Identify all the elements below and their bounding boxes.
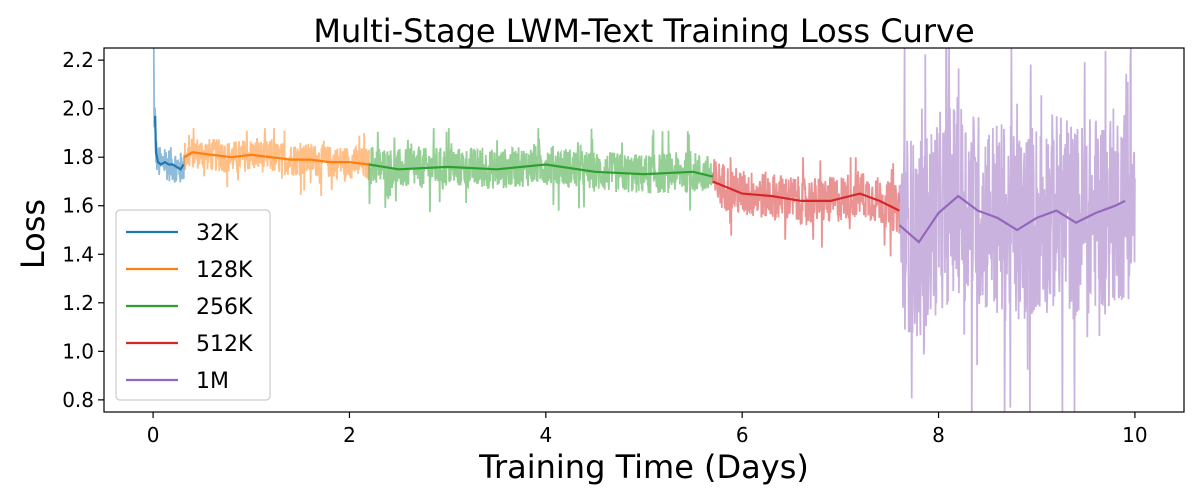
legend-label-128k: 128K bbox=[196, 258, 253, 283]
smoothed-line-1m bbox=[898, 194, 1126, 244]
y-tick-label: 1.8 bbox=[62, 145, 94, 169]
y-tick-label: 1.0 bbox=[62, 339, 94, 363]
y-tick-label: 2.0 bbox=[62, 97, 94, 121]
y-tick-label: 2.2 bbox=[62, 48, 94, 72]
x-tick-label: 8 bbox=[932, 423, 945, 447]
raw-line-512k bbox=[711, 157, 901, 257]
x-tick-label: 0 bbox=[147, 423, 160, 447]
raw-line-1m bbox=[898, 48, 1136, 412]
legend: 32K 128K 256K 512K 1M bbox=[115, 209, 271, 401]
legend-label-1m: 1M bbox=[196, 369, 229, 394]
x-tick-label: 6 bbox=[736, 423, 749, 447]
legend-label-512k: 512K bbox=[196, 332, 253, 357]
legend-label-256k: 256K bbox=[196, 295, 253, 320]
x-axis-title: Training Time (Days) bbox=[478, 448, 809, 486]
smoothed-line-256k bbox=[368, 163, 713, 178]
smoothed-line-32k bbox=[154, 115, 185, 171]
x-tick-label: 2 bbox=[343, 423, 356, 447]
y-tick-label: 1.2 bbox=[62, 291, 94, 315]
plot-frame bbox=[103, 47, 1185, 413]
y-tick-label: 1.4 bbox=[62, 242, 94, 266]
smoothed-loss-layer bbox=[154, 115, 1126, 244]
y-tick-label: 0.8 bbox=[62, 388, 94, 412]
legend-box bbox=[115, 209, 271, 401]
smoothed-line-128k bbox=[183, 151, 370, 166]
y-axis-title: Loss bbox=[14, 199, 52, 269]
legend-label-32k: 32K bbox=[196, 221, 239, 246]
raw-line-256k bbox=[368, 128, 714, 213]
smoothed-line-512k bbox=[712, 180, 900, 212]
chart-title: Multi-Stage LWM-Text Training Loss Curve bbox=[313, 12, 974, 50]
y-axis-ticks: 0.8 1.0 1.2 1.4 1.6 1.8 2.0 2.2 bbox=[62, 48, 104, 412]
raw-loss-layer bbox=[152, 48, 1136, 412]
y-tick-label: 1.6 bbox=[62, 194, 94, 218]
x-tick-label: 4 bbox=[539, 423, 552, 447]
x-tick-label: 10 bbox=[1122, 423, 1147, 447]
x-axis-ticks: 0 2 4 6 8 10 bbox=[147, 412, 1148, 447]
